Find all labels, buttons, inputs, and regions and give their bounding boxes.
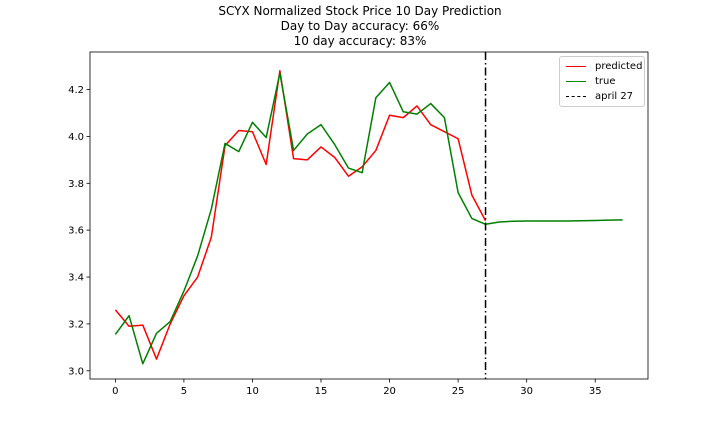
x-tick-label: 20 [383, 386, 396, 397]
chart-title: SCYX Normalized Stock Price 10 Day Predi… [218, 4, 502, 18]
ticks-layer: 0 5 10 15 20 25 30 35 3.0 3.2 3.4 3.6 3.8 4.0 4.2 [68, 85, 601, 397]
y-tick-label: 4.0 [68, 132, 84, 143]
axes-layer [89, 51, 649, 380]
x-tick-label: 10 [246, 386, 259, 397]
y-tick-label: 3.4 [68, 273, 84, 284]
x-tick-label: 30 [520, 386, 533, 397]
x-tick-label: 15 [315, 386, 328, 397]
x-tick-label: 0 [112, 386, 118, 397]
x-tick-label: 25 [452, 386, 465, 397]
series-line-predicted [114, 70, 487, 360]
chart-subtitle-10day-accuracy: 10 day accuracy: 83% [293, 34, 427, 48]
legend: predicted true april 27 [559, 56, 645, 107]
series-layer [114, 70, 623, 365]
plot-frame [89, 51, 649, 380]
legend-swatch-predicted [566, 65, 586, 67]
series-line-true [114, 72, 623, 365]
y-tick-label: 3.2 [68, 319, 84, 330]
legend-swatch-april-27 [566, 95, 586, 97]
y-tick-label: 4.2 [68, 85, 84, 96]
y-tick-label: 3.8 [68, 179, 84, 190]
chart-subtitle-day-accuracy: Day to Day accuracy: 66% [280, 19, 440, 33]
legend-item-predicted: predicted [566, 59, 642, 73]
y-tick-label: 3.6 [68, 226, 84, 237]
legend-label-predicted: predicted [595, 60, 643, 72]
legend-label-april-27: april 27 [595, 90, 634, 102]
legend-label-true: true [595, 75, 616, 87]
legend-swatch-true [566, 80, 586, 82]
x-tick-label: 35 [589, 386, 602, 397]
y-tick-label: 3.0 [68, 366, 84, 377]
legend-item-april-27: april 27 [566, 89, 633, 103]
legend-item-true: true [566, 74, 616, 88]
x-tick-label: 5 [181, 386, 187, 397]
